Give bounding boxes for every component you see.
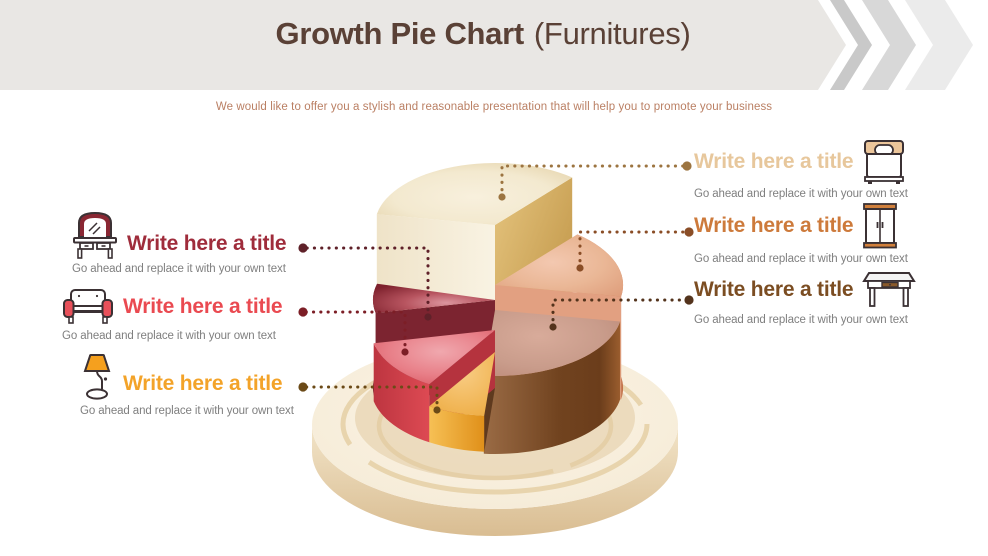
connector-bed	[500, 164, 688, 199]
bed-icon	[864, 140, 905, 184]
callout-description[interactable]: Go ahead and replace it with your own te…	[80, 405, 294, 417]
header-band-shape	[0, 0, 846, 90]
sofa-icon	[63, 289, 113, 324]
slide-subtitle: We would like to offer you a stylish and…	[215, 101, 773, 113]
desk-icon	[862, 272, 917, 307]
page-title-suffix: (Furnitures)	[533, 16, 691, 51]
pie-slice-lamp[interactable]	[429, 352, 495, 452]
page-title: Growth Pie Chart (Furnitures)	[0, 16, 988, 52]
connector-wardrobe	[578, 230, 690, 270]
callout-title[interactable]: Write here a title	[123, 372, 283, 395]
callout-wardrobe: Write here a title Go ahead and replace …	[694, 202, 908, 265]
wardrobe-icon	[863, 203, 898, 249]
vanity-mirror-icon	[73, 211, 117, 259]
connector-desk	[551, 298, 690, 329]
callout-bed: Write here a title Go ahead and replace …	[694, 139, 908, 200]
lamp-icon	[83, 354, 111, 400]
header-band	[0, 0, 973, 90]
callout-description[interactable]: Go ahead and replace it with your own te…	[72, 263, 286, 275]
callout-sofa: Write here a title Go ahead and replace …	[62, 287, 283, 342]
connector-lamp	[302, 385, 439, 412]
callout-title[interactable]: Write here a title	[123, 295, 283, 318]
page-title-main: Growth Pie Chart	[275, 16, 525, 51]
callout-lamp: Write here a title Go ahead and replace …	[80, 352, 294, 417]
callout-description[interactable]: Go ahead and replace it with your own te…	[694, 314, 908, 326]
callout-title[interactable]: Write here a title	[694, 150, 854, 173]
callout-desk: Write here a title Go ahead and replace …	[694, 269, 917, 326]
callout-title[interactable]: Write here a title	[127, 232, 287, 255]
callout-description[interactable]: Go ahead and replace it with your own te…	[62, 330, 276, 342]
callout-description[interactable]: Go ahead and replace it with your own te…	[694, 188, 908, 200]
chevron-icon	[862, 0, 916, 90]
connector-vanity	[302, 246, 430, 319]
callout-connectors	[302, 164, 690, 412]
callout-title[interactable]: Write here a title	[694, 278, 854, 301]
chevron-icon	[830, 0, 872, 90]
callout-description[interactable]: Go ahead and replace it with your own te…	[694, 253, 908, 265]
callout-vanity: Write here a title Go ahead and replace …	[72, 210, 287, 275]
chevron-icon	[905, 0, 973, 90]
callout-title[interactable]: Write here a title	[694, 214, 854, 237]
connector-dots	[298, 161, 694, 414]
connector-sofa	[302, 310, 407, 354]
